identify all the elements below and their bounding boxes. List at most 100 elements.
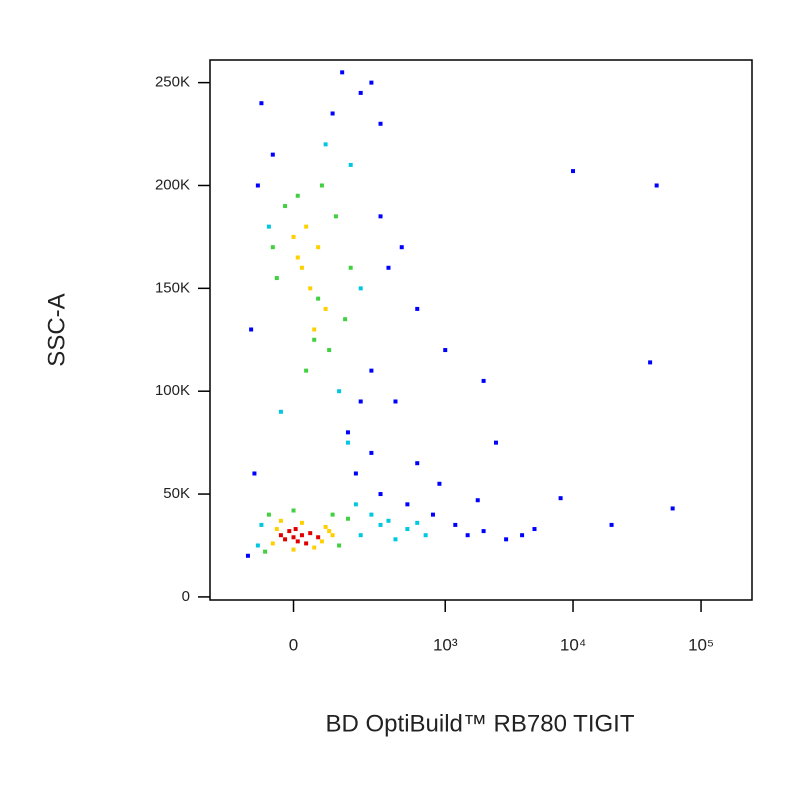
data-point (304, 368, 309, 373)
data-point (437, 481, 442, 486)
data-point (312, 545, 317, 550)
data-point (345, 516, 350, 521)
data-point (378, 214, 383, 219)
data-point (333, 214, 338, 219)
data-point (430, 512, 435, 517)
data-point (654, 183, 659, 188)
data-point (291, 535, 296, 540)
data-point (423, 533, 428, 538)
data-point (369, 80, 374, 85)
data-point (648, 360, 653, 365)
data-point (386, 265, 391, 270)
data-point (316, 245, 321, 250)
data-point (304, 541, 309, 546)
data-point (270, 152, 275, 157)
data-point (319, 183, 324, 188)
data-point (358, 533, 363, 538)
data-point (259, 522, 264, 527)
data-point (316, 535, 321, 540)
data-point (415, 306, 420, 311)
y-tick-label: 150K (155, 279, 190, 296)
data-point (291, 234, 296, 239)
y-tick-label: 200K (155, 176, 190, 193)
data-point (287, 529, 292, 534)
data-point (378, 492, 383, 497)
data-point (255, 543, 260, 548)
data-point (504, 537, 509, 542)
data-point (337, 389, 342, 394)
data-point (295, 255, 300, 260)
data-point (308, 531, 313, 536)
x-tick-label: 10³ (433, 635, 458, 654)
y-tick-label: 50K (163, 485, 190, 502)
x-tick-label: 0 (289, 635, 298, 654)
data-point (278, 518, 283, 523)
data-point (316, 296, 321, 301)
data-point (270, 245, 275, 250)
data-point (358, 399, 363, 404)
data-point (323, 306, 328, 311)
data-point (255, 183, 260, 188)
data-point (295, 539, 300, 544)
data-point (571, 169, 576, 174)
data-point (415, 461, 420, 466)
y-axis-label: SSC-A (43, 293, 70, 366)
data-point (443, 348, 448, 353)
data-point (353, 502, 358, 507)
data-point (295, 193, 300, 198)
data-point (369, 368, 374, 373)
data-point (270, 541, 275, 546)
y-tick-label: 0 (182, 588, 190, 605)
data-point (266, 512, 271, 517)
data-point (378, 522, 383, 527)
x-tick-label: 10⁵ (688, 635, 714, 654)
data-point (493, 440, 498, 445)
data-point (670, 506, 675, 511)
data-point (291, 508, 296, 513)
data-point (358, 90, 363, 95)
data-point (312, 327, 317, 332)
data-point (266, 224, 271, 229)
data-point (348, 265, 353, 270)
data-point (481, 529, 486, 534)
data-point (465, 533, 470, 538)
data-point (520, 533, 525, 538)
data-point (283, 204, 288, 209)
data-point (299, 520, 304, 525)
data-point (299, 533, 304, 538)
data-point (293, 527, 298, 532)
data-point (330, 512, 335, 517)
data-point (348, 162, 353, 167)
data-point (278, 409, 283, 414)
y-tick-label: 100K (155, 382, 190, 399)
data-point (405, 502, 410, 507)
data-point (283, 537, 288, 542)
data-point (304, 224, 309, 229)
data-point (330, 111, 335, 116)
data-point (453, 522, 458, 527)
data-point (278, 533, 283, 538)
data-point (245, 553, 250, 558)
data-point (415, 520, 420, 525)
data-point (327, 348, 332, 353)
plot-frame (209, 59, 753, 601)
x-axis-label: BD OptiBuild™ RB780 TIGIT (326, 710, 635, 737)
y-tick-label: 250K (155, 74, 190, 91)
data-point (353, 471, 358, 476)
data-point (323, 142, 328, 147)
data-point (345, 430, 350, 435)
data-point (609, 522, 614, 527)
data-point (399, 245, 404, 250)
data-point (393, 399, 398, 404)
data-point (252, 471, 257, 476)
data-point (378, 121, 383, 126)
data-point (327, 529, 332, 534)
data-point (475, 498, 480, 503)
data-point (532, 527, 537, 532)
data-point (358, 286, 363, 291)
data-point (337, 543, 342, 548)
data-point (345, 440, 350, 445)
data-point (405, 527, 410, 532)
data-point (558, 496, 563, 501)
